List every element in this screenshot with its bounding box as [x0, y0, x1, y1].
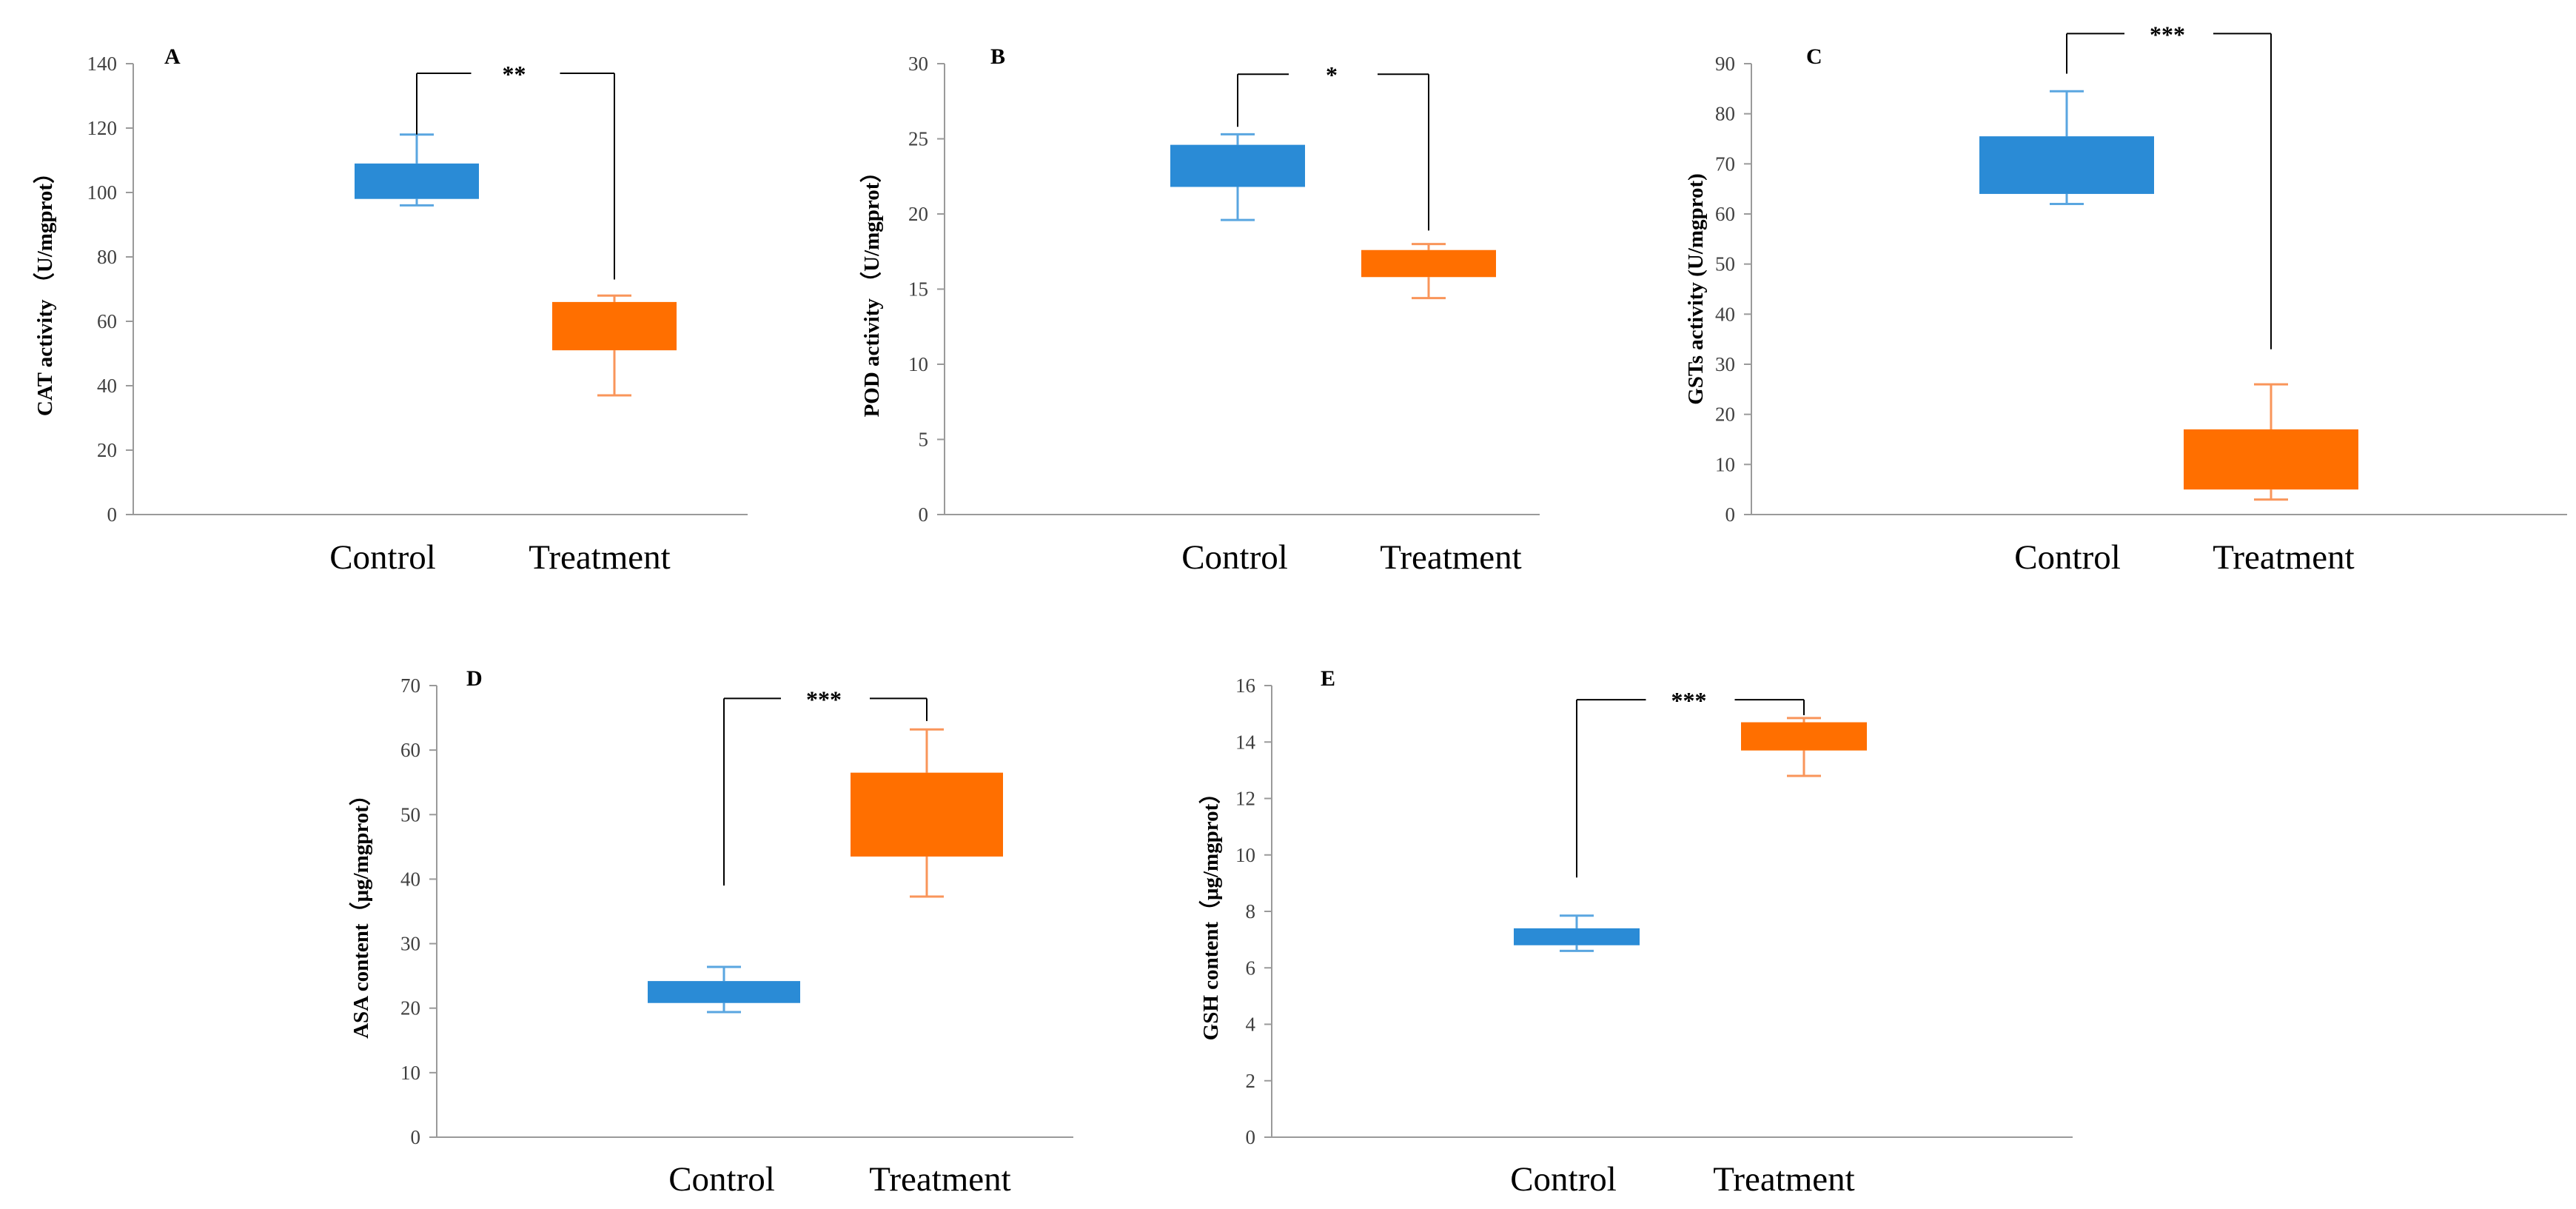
y-tick-label: 60 [97, 310, 117, 332]
control-boxplot [648, 965, 800, 1014]
panel-a: 0 20 40 60 80 100 120 140 CAT activity （U/mgprot… [33, 44, 748, 577]
y-tick-label: 60 [400, 739, 420, 761]
x-category-label: Control [668, 1160, 775, 1199]
y-tick-label: 8 [1246, 900, 1256, 922]
treatment-box [2184, 429, 2358, 490]
y-tick-label: 50 [400, 803, 420, 825]
significance-bracket: ** [416, 61, 615, 280]
x-category-label: Treatment [529, 538, 670, 577]
x-category-label: Treatment [869, 1160, 1010, 1199]
y-axis-title: ASA content（μg/mgprot） [349, 784, 373, 1039]
y-tick-label: 0 [411, 1126, 421, 1148]
x-category-label: Control [1510, 1160, 1617, 1199]
y-tick-label: 20 [908, 203, 928, 225]
y-tick-label: 0 [1246, 1126, 1256, 1148]
treatment-boxplot [2184, 383, 2358, 501]
panel-letter: B [990, 44, 1005, 69]
treatment-box [851, 772, 1003, 857]
treatment-boxplot [1361, 243, 1496, 300]
y-tick-label: 10 [1715, 453, 1735, 475]
y-tick-label: 120 [87, 117, 118, 139]
y-tick-label: 30 [908, 53, 928, 75]
y-tick-label: 2 [1246, 1070, 1256, 1092]
control-boxplot [355, 133, 479, 207]
significance-label: ** [503, 61, 526, 87]
treatment-boxplot [552, 294, 677, 397]
y-tick-label: 4 [1246, 1014, 1256, 1036]
y-tick-label: 10 [400, 1062, 420, 1084]
panel-c: 0 10 20 30 40 50 60 70 80 90 GSTs activity (U/mgpr… [1684, 21, 2567, 577]
y-tick-label: 40 [1715, 303, 1735, 325]
control-box [648, 981, 800, 1003]
y-tick-label: 80 [97, 246, 117, 268]
y-tick-label: 100 [87, 181, 118, 204]
significance-label: * [1326, 61, 1338, 88]
y-tick-label: 0 [919, 503, 929, 526]
y-axis-title: CAT activity （U/mgprot） [33, 162, 57, 416]
significance-label: *** [1671, 687, 1707, 714]
y-tick-label: 90 [1715, 53, 1735, 75]
control-box [1979, 136, 2154, 194]
y-tick-label: 25 [908, 128, 928, 150]
y-tick-label: 12 [1235, 788, 1255, 810]
panel-letter: A [164, 44, 181, 69]
y-tick-label: 20 [400, 997, 420, 1019]
x-category-label: Treatment [2213, 538, 2354, 577]
panel-b: 0 5 10 15 20 25 30 POD activity （U/mgprot） B Cont… [859, 44, 1540, 577]
y-tick-label: 70 [1715, 153, 1735, 175]
y-tick-label: 40 [97, 375, 117, 397]
significance-label: *** [806, 686, 842, 712]
treatment-box [1741, 722, 1867, 751]
panel-letter: E [1321, 666, 1335, 691]
y-tick-label: 30 [400, 933, 420, 955]
control-box [355, 163, 479, 199]
treatment-boxplot [851, 728, 1003, 898]
control-boxplot [1170, 133, 1305, 221]
y-axis-title: GSTs activity (U/mgprot) [1684, 173, 1708, 405]
significance-label: *** [2150, 21, 2185, 47]
control-boxplot [1979, 90, 2154, 205]
y-axis-title: POD activity （U/mgprot） [859, 161, 884, 418]
control-box [1514, 928, 1640, 945]
y-tick-label: 20 [1715, 403, 1735, 426]
y-tick-label: 30 [1715, 353, 1735, 375]
significance-bracket: * [1237, 61, 1429, 231]
x-category-label: Treatment [1713, 1160, 1854, 1199]
y-tick-label: 20 [97, 439, 117, 461]
y-tick-label: 5 [919, 429, 929, 451]
control-boxplot [1514, 914, 1640, 952]
y-tick-label: 50 [1715, 253, 1735, 275]
y-tick-label: 0 [107, 503, 118, 526]
y-tick-label: 10 [1235, 844, 1255, 866]
y-tick-label: 15 [908, 278, 928, 301]
y-tick-label: 60 [1715, 203, 1735, 225]
y-axis-title: GSH content（μg/mgprot） [1198, 783, 1223, 1041]
x-category-label: Control [1181, 538, 1288, 577]
x-category-label: Control [329, 538, 436, 577]
y-tick-label: 70 [400, 674, 420, 697]
y-tick-label: 140 [87, 53, 118, 75]
panel-e: 0 2 4 6 8 10 12 14 16 GSH content（μg/mgprot） E Cont… [1198, 666, 2073, 1199]
y-tick-label: 16 [1235, 674, 1255, 697]
significance-bracket: *** [723, 686, 928, 886]
panel-d: 0 10 20 30 40 50 60 70 ASA content（μg/mgprot） D Co… [349, 666, 1073, 1199]
treatment-box [1361, 249, 1496, 278]
y-tick-label: 0 [1725, 503, 1736, 526]
panel-letter: C [1806, 44, 1822, 69]
significance-bracket: *** [1576, 687, 1805, 878]
treatment-boxplot [1741, 717, 1867, 777]
control-box [1170, 144, 1305, 187]
y-tick-label: 40 [400, 868, 420, 890]
y-tick-label: 10 [908, 353, 928, 375]
x-category-label: Control [2014, 538, 2121, 577]
x-category-label: Treatment [1380, 538, 1521, 577]
significance-bracket: *** [2066, 21, 2272, 349]
panel-letter: D [466, 666, 483, 691]
treatment-box [552, 301, 677, 351]
y-tick-label: 80 [1715, 103, 1735, 125]
y-tick-label: 6 [1246, 957, 1256, 979]
y-tick-label: 14 [1235, 731, 1256, 753]
